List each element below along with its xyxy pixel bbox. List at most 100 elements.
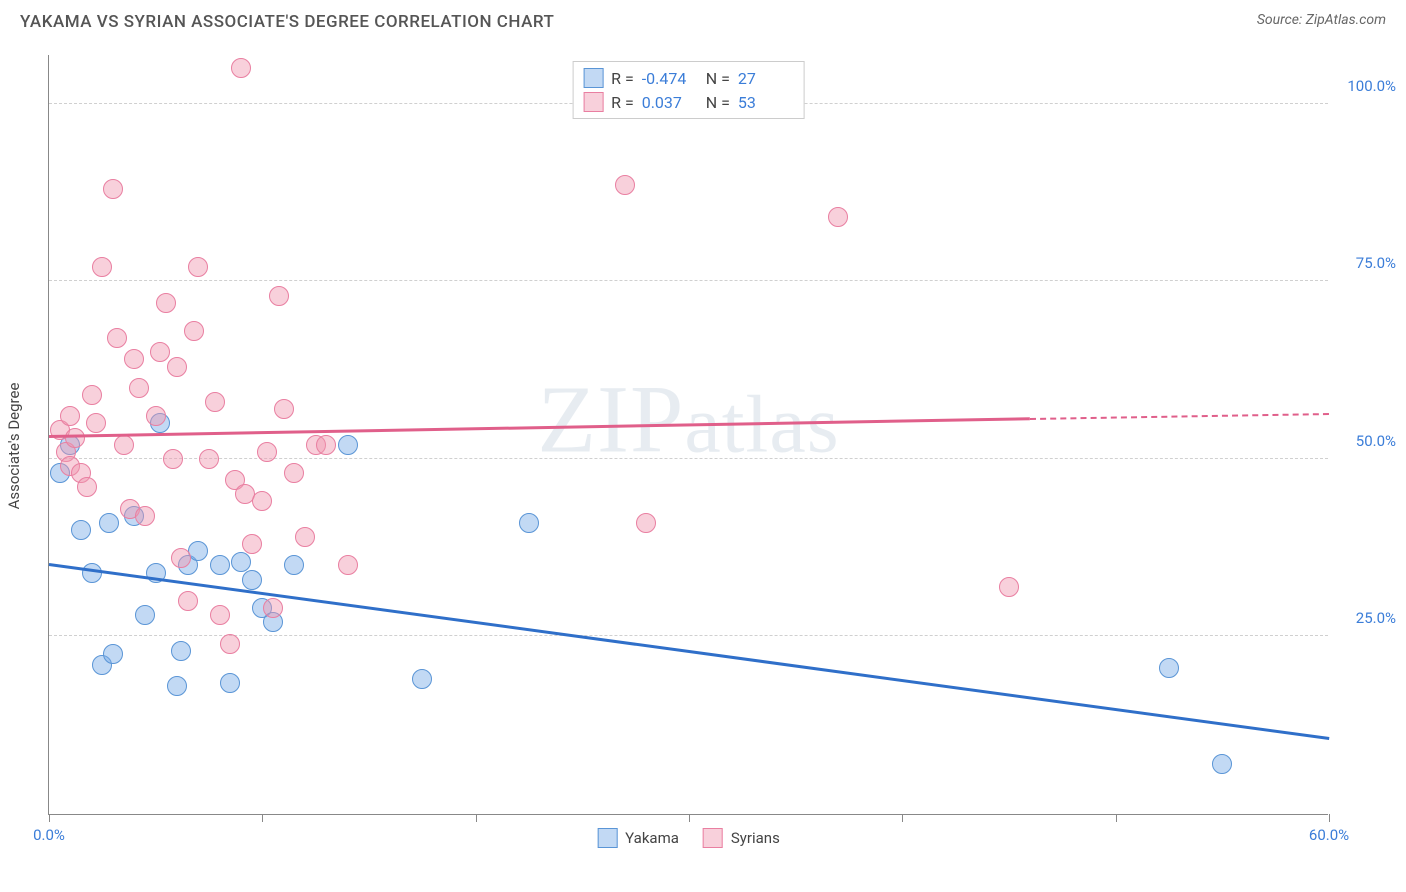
data-point (269, 286, 289, 306)
data-point (828, 207, 848, 227)
data-point (107, 328, 127, 348)
legend-row: R = -0.474 N = 27 (583, 66, 794, 90)
scatter-chart: ZIPatlas 25.0%50.0%75.0%100.0%0.0%60.0%R… (48, 55, 1328, 815)
data-point (103, 644, 123, 664)
r-label: R = (611, 69, 634, 88)
data-point (242, 570, 262, 590)
chart-source: Source: ZipAtlas.com (1257, 12, 1386, 28)
n-label: N = (706, 93, 730, 112)
y-tick-label: 100.0% (1347, 77, 1396, 95)
x-tick (476, 814, 477, 822)
data-point (163, 449, 183, 469)
data-point (636, 513, 656, 533)
data-point (103, 179, 123, 199)
data-point (210, 605, 230, 625)
data-point (92, 257, 112, 277)
r-value: -0.474 (642, 69, 698, 88)
data-point (231, 58, 251, 78)
trend-line-extrapolated (1030, 413, 1329, 420)
data-point (146, 406, 166, 426)
chart-header: YAKAMA VS SYRIAN ASSOCIATE'S DEGREE CORR… (0, 0, 1406, 36)
data-point (519, 513, 539, 533)
data-point (135, 605, 155, 625)
legend-item: Syrians (703, 828, 780, 848)
data-point (167, 357, 187, 377)
data-point (999, 577, 1019, 597)
n-value: 53 (738, 93, 794, 112)
chart-title: YAKAMA VS SYRIAN ASSOCIATE'S DEGREE CORR… (20, 12, 554, 32)
data-point (284, 463, 304, 483)
legend-item: Yakama (597, 828, 679, 848)
x-tick-label: 0.0% (33, 826, 65, 844)
data-point (60, 406, 80, 426)
data-point (71, 520, 91, 540)
data-point (188, 541, 208, 561)
data-point (220, 634, 240, 654)
series-legend: Yakama Syrians (597, 828, 780, 848)
data-point (171, 641, 191, 661)
x-tick (1329, 814, 1330, 822)
data-point (150, 342, 170, 362)
data-point (257, 442, 277, 462)
data-point (1212, 754, 1232, 774)
data-point (263, 598, 283, 618)
data-point (99, 513, 119, 533)
trend-line (49, 563, 1329, 739)
x-tick-label: 60.0% (1309, 826, 1349, 844)
legend-swatch (597, 828, 617, 848)
data-point (199, 449, 219, 469)
data-point (156, 293, 176, 313)
trend-line (49, 417, 1030, 437)
legend-swatch (583, 68, 603, 88)
data-point (135, 506, 155, 526)
data-point (615, 175, 635, 195)
x-tick (689, 814, 690, 822)
legend-swatch (703, 828, 723, 848)
legend-row: R = 0.037 N = 53 (583, 90, 794, 114)
y-tick-label: 50.0% (1356, 432, 1396, 450)
legend-label: Yakama (625, 829, 679, 847)
data-point (124, 349, 144, 369)
r-label: R = (611, 93, 634, 112)
data-point (184, 321, 204, 341)
x-tick (902, 814, 903, 822)
data-point (171, 548, 191, 568)
data-point (1159, 658, 1179, 678)
data-point (274, 399, 294, 419)
data-point (316, 435, 336, 455)
data-point (167, 676, 187, 696)
x-tick (262, 814, 263, 822)
data-point (82, 385, 102, 405)
legend-label: Syrians (731, 829, 780, 847)
data-point (210, 555, 230, 575)
x-tick (1116, 814, 1117, 822)
data-point (284, 555, 304, 575)
gridline (49, 458, 1328, 459)
gridline (49, 280, 1328, 281)
n-label: N = (706, 69, 730, 88)
data-point (77, 477, 97, 497)
legend-swatch (583, 92, 603, 112)
y-tick-label: 25.0% (1356, 609, 1396, 627)
data-point (188, 257, 208, 277)
correlation-legend: R = -0.474 N = 27 R = 0.037 N = 53 (572, 61, 805, 119)
data-point (205, 392, 225, 412)
data-point (252, 491, 272, 511)
data-point (220, 673, 240, 693)
x-tick (49, 814, 50, 822)
data-point (86, 413, 106, 433)
data-point (65, 428, 85, 448)
data-point (82, 563, 102, 583)
data-point (129, 378, 149, 398)
r-value: 0.037 (642, 93, 698, 112)
data-point (338, 555, 358, 575)
data-point (114, 435, 134, 455)
data-point (295, 527, 315, 547)
gridline (49, 635, 1328, 636)
data-point (412, 669, 432, 689)
y-axis-label: Associate's Degree (5, 383, 23, 510)
data-point (231, 552, 251, 572)
data-point (242, 534, 262, 554)
n-value: 27 (738, 69, 794, 88)
data-point (338, 435, 358, 455)
